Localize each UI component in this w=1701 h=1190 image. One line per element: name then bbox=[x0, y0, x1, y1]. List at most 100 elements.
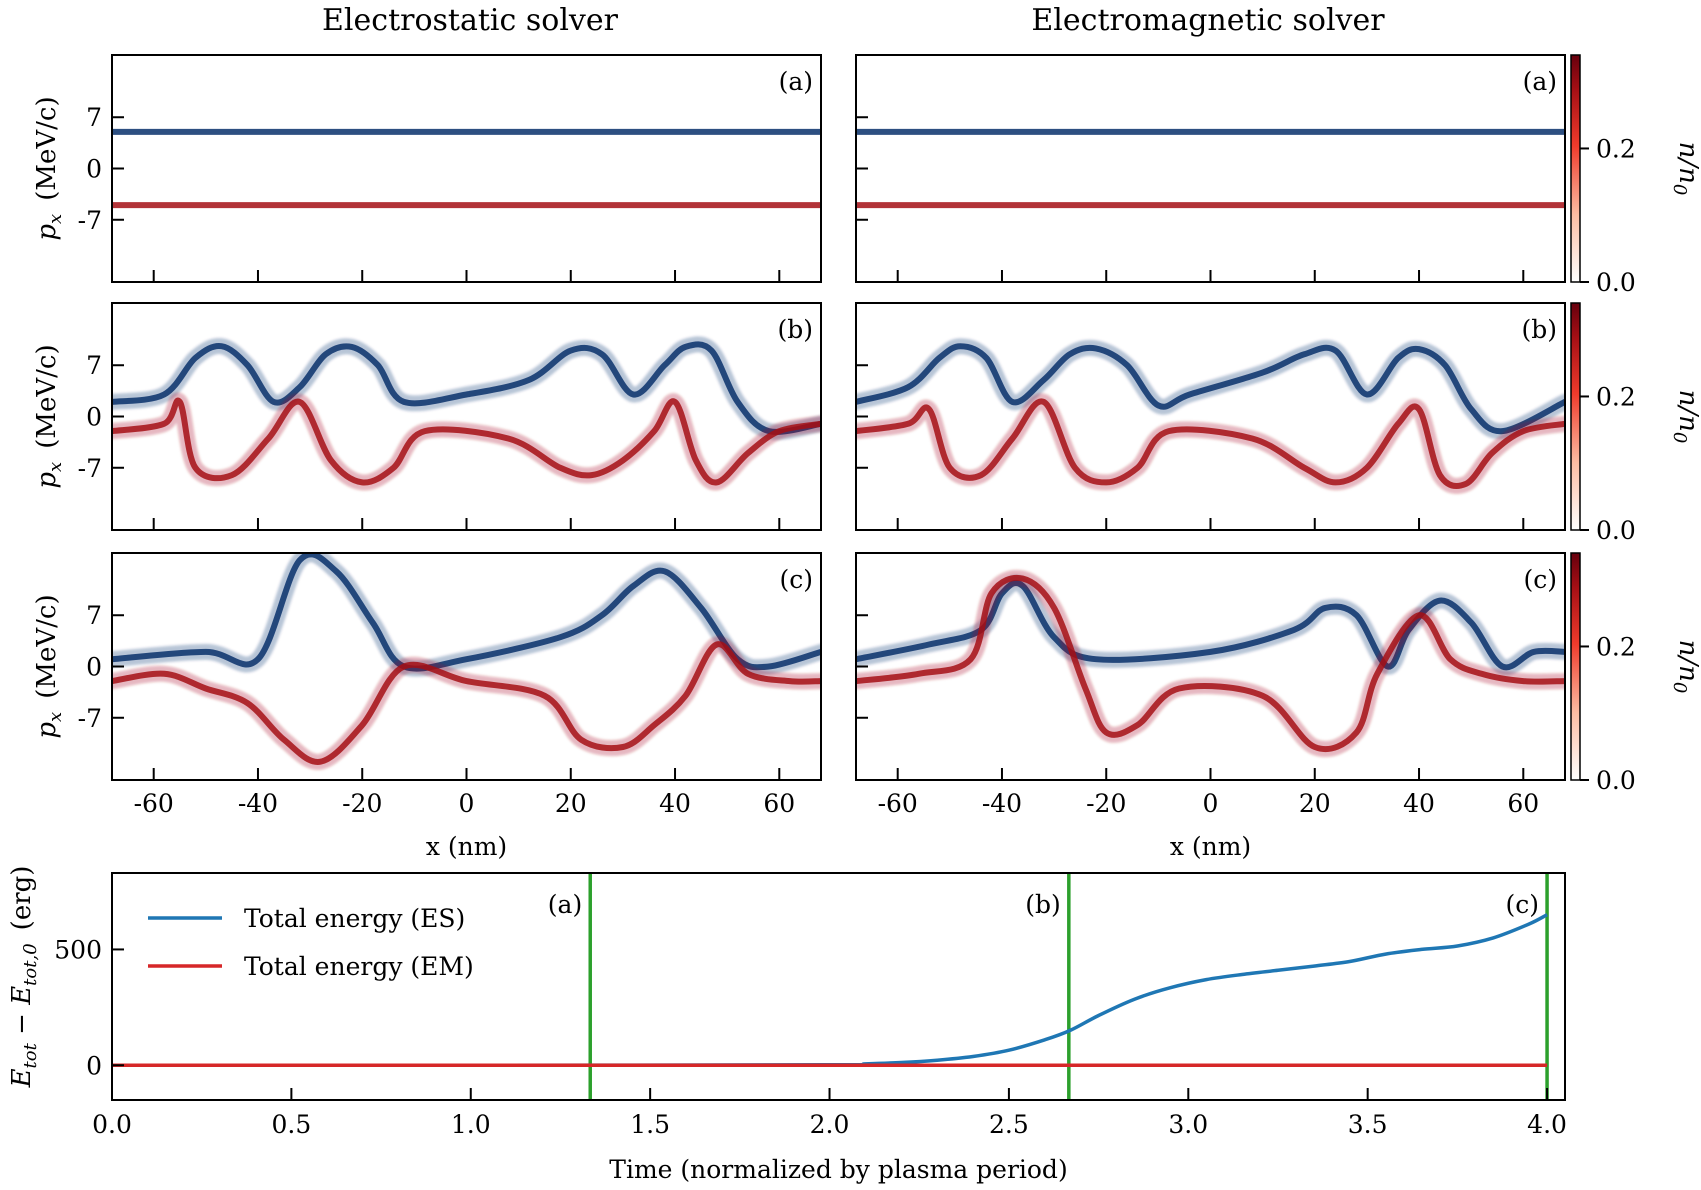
ytick-label: 7 bbox=[86, 351, 102, 380]
ytick-label: -7 bbox=[78, 206, 102, 235]
positive-beam-core bbox=[856, 343, 1565, 435]
colorbar-tick-label: 0.2 bbox=[1596, 632, 1636, 661]
legend-label-em: Total energy (EM) bbox=[244, 952, 474, 981]
energy-y-axis-label: Etot − Etot,0 (erg) bbox=[7, 866, 41, 1089]
panel-label: (b) bbox=[1521, 315, 1557, 344]
x-axis-label: x (nm) bbox=[426, 832, 507, 861]
xtick-label: 40 bbox=[659, 789, 691, 818]
energy-xtick-label: 0.0 bbox=[92, 1110, 132, 1139]
xtick-label: -40 bbox=[982, 789, 1022, 818]
xtick-label: 20 bbox=[1299, 789, 1331, 818]
xtick-label: -40 bbox=[238, 789, 278, 818]
energy-x-axis-label: Time (normalized by plasma period) bbox=[609, 1155, 1067, 1184]
positive-beam-core bbox=[112, 341, 821, 435]
xtick-label: -20 bbox=[342, 789, 382, 818]
colorbar-label: n/n0 bbox=[1669, 390, 1701, 444]
panel-content bbox=[856, 569, 1565, 758]
colorbar-tick-label: 0.0 bbox=[1596, 766, 1636, 795]
ytick-label: 7 bbox=[86, 103, 102, 132]
xtick-label: 20 bbox=[555, 789, 587, 818]
y-axis-label: px (MeV/c) bbox=[32, 96, 66, 240]
xtick-label: -60 bbox=[878, 789, 918, 818]
colorbars: 0.0 0.2 n/n0 0.0 0.2 n/n0 0.0 0.2 n/n0 bbox=[1570, 54, 1701, 795]
negative-beam-core bbox=[856, 574, 1565, 753]
time-marker-label: (b) bbox=[1025, 890, 1061, 919]
panel-frame bbox=[855, 54, 1566, 283]
energy-legend: Total energy (ES) Total energy (EM) bbox=[148, 904, 474, 981]
negative-beam-core bbox=[856, 398, 1565, 489]
panel-label: (c) bbox=[779, 565, 813, 594]
panel-label: (c) bbox=[1523, 565, 1557, 594]
negative-beam-halo bbox=[112, 392, 821, 491]
ytick-label: 0 bbox=[86, 155, 102, 184]
panel-a-electromagnetic: (a) bbox=[855, 54, 1566, 283]
colorbar-tick-label: 0.2 bbox=[1596, 382, 1636, 411]
ytick-label: 0 bbox=[86, 403, 102, 432]
energy-xtick-label: 4.0 bbox=[1527, 1110, 1567, 1139]
legend-label-es: Total energy (ES) bbox=[244, 904, 465, 933]
panel-frame bbox=[855, 302, 1566, 531]
panel-b-electromagnetic: (b) bbox=[855, 302, 1566, 531]
colorbar-tick-label: 0.0 bbox=[1596, 268, 1636, 297]
colorbar-label: n/n0 bbox=[1669, 640, 1701, 694]
panel-content bbox=[856, 338, 1565, 494]
energy-ytick-label: 500 bbox=[54, 935, 102, 964]
energy-ytick-label: 0 bbox=[86, 1051, 102, 1080]
y-axis-label: px (MeV/c) bbox=[32, 594, 66, 738]
energy-plot: (a) (b) (c) 0.0 0.5 1.0 1.5 2.0 2.5 3.0 3.5 4.0 0 500… bbox=[7, 866, 1567, 1184]
energy-xtick-label: 2.0 bbox=[810, 1110, 850, 1139]
xtick-label: 40 bbox=[1403, 789, 1435, 818]
energy-xtick-label: 3.0 bbox=[1168, 1110, 1208, 1139]
xtick-label: 0 bbox=[459, 789, 475, 818]
panel-a-electrostatic: 7 0 -7 (a) px (MeV/c) bbox=[32, 54, 822, 283]
energy-xtick-label: 3.5 bbox=[1348, 1110, 1388, 1139]
time-marker-label: (c) bbox=[1506, 890, 1540, 919]
colorbar-b: 0.0 0.2 n/n0 bbox=[1570, 302, 1701, 545]
colorbar-tick-label: 0.2 bbox=[1596, 134, 1636, 163]
panel-c-electromagnetic: -60 -40 -20 0 20 40 60 (c) x (nm) bbox=[855, 552, 1566, 861]
colorbar-a: 0.0 0.2 n/n0 bbox=[1570, 54, 1701, 297]
negative-beam-core bbox=[112, 397, 821, 486]
panel-frame bbox=[111, 54, 822, 283]
xtick-label: 60 bbox=[1507, 789, 1539, 818]
time-marker-label: (a) bbox=[548, 890, 582, 919]
colorbar-tick-label: 0.0 bbox=[1596, 516, 1636, 545]
ytick-label: 0 bbox=[86, 653, 102, 682]
energy-xtick-label: 1.0 bbox=[451, 1110, 491, 1139]
colorbar-bar bbox=[1570, 552, 1581, 781]
column-title-electrostatic: Electrostatic solver bbox=[322, 3, 619, 38]
panel-content bbox=[112, 336, 821, 491]
colorbar-bar bbox=[1570, 302, 1581, 531]
energy-xtick-label: 1.5 bbox=[630, 1110, 670, 1139]
positive-beam-core bbox=[856, 579, 1565, 671]
series-line-es bbox=[112, 913, 1548, 1068]
panel-c-electrostatic: 7 0 -7 -60 -40 -20 0 20 40 60 (c) px (MeV/c) x (nm) bbox=[32, 552, 822, 861]
xtick-label: -60 bbox=[134, 789, 174, 818]
panel-content bbox=[112, 123, 821, 214]
xtick-label: -20 bbox=[1086, 789, 1126, 818]
panel-frame bbox=[111, 302, 822, 531]
panel-label: (a) bbox=[779, 67, 813, 96]
xtick-label: 60 bbox=[763, 789, 795, 818]
panel-label: (b) bbox=[777, 315, 813, 344]
phase-space-panels: 7 0 -7 (a) px (MeV/c) (a) 7 0 -7 (b) px (MeV/c) (b)… bbox=[32, 54, 1566, 861]
ytick-label: -7 bbox=[78, 454, 102, 483]
colorbar-bar bbox=[1570, 54, 1581, 283]
ytick-label: 7 bbox=[86, 601, 102, 630]
positive-beam-core bbox=[112, 553, 821, 672]
panel-label: (a) bbox=[1523, 67, 1557, 96]
panel-content bbox=[856, 123, 1565, 214]
energy-xtick-label: 0.5 bbox=[271, 1110, 311, 1139]
colorbar-label: n/n0 bbox=[1669, 142, 1701, 196]
negative-beam-halo bbox=[856, 393, 1565, 494]
energy-xtick-label: 2.5 bbox=[989, 1110, 1029, 1139]
energy-frame bbox=[111, 872, 1566, 1101]
x-axis-label: x (nm) bbox=[1170, 832, 1251, 861]
negative-beam-core bbox=[112, 641, 821, 765]
panel-b-electrostatic: 7 0 -7 (b) px (MeV/c) bbox=[32, 302, 822, 531]
xtick-label: 0 bbox=[1203, 789, 1219, 818]
panel-content bbox=[112, 553, 821, 770]
column-title-electromagnetic: Electromagnetic solver bbox=[1031, 3, 1385, 38]
ytick-label: -7 bbox=[78, 704, 102, 733]
